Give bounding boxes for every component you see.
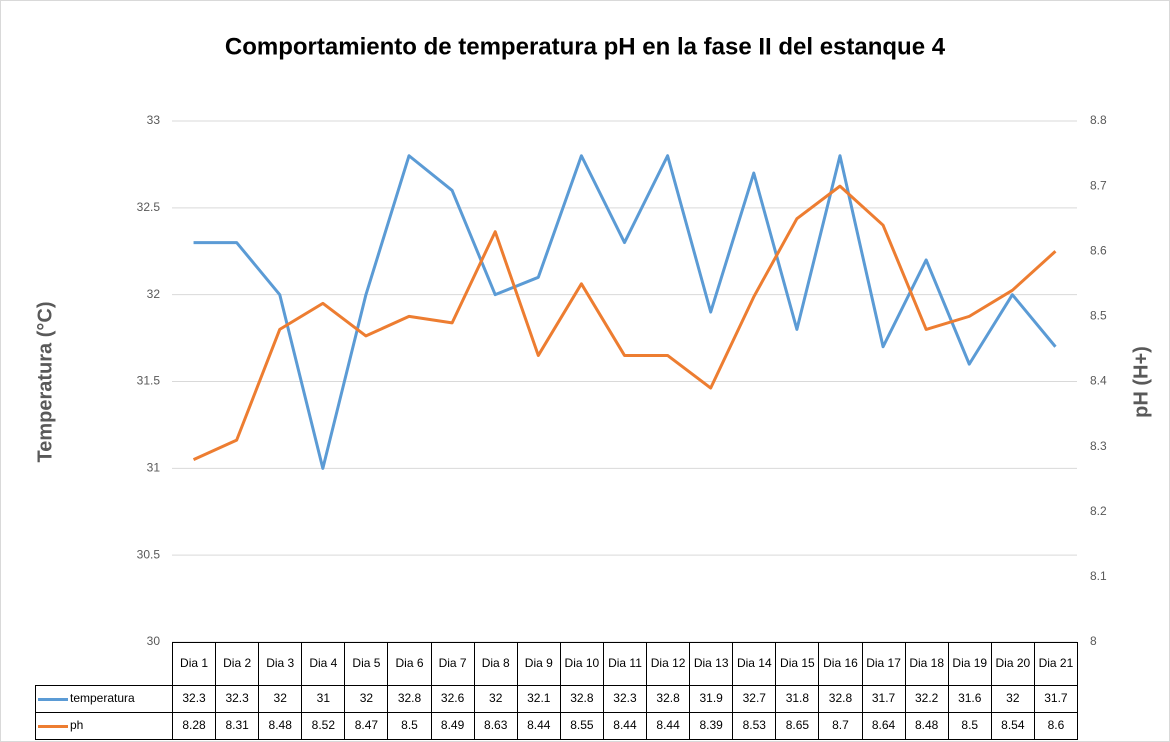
legend-label: ph	[70, 718, 84, 733]
y2-tick-label: 8.3	[1090, 439, 1107, 453]
table-value-cell: 32	[990, 685, 1035, 713]
y2-tick-label: 8.5	[1090, 309, 1107, 323]
y2-tick-label: 8.2	[1090, 504, 1107, 518]
table-header-cell: Dia 3	[258, 642, 303, 686]
table-value-cell: 8.49	[430, 712, 475, 740]
table-header-cell: Dia 13	[689, 642, 734, 686]
table-value-cell: 8.48	[258, 712, 303, 740]
legend-key	[38, 697, 68, 701]
legend-cell: temperatura	[35, 685, 173, 713]
series-line	[193, 154, 1057, 470]
series-line	[192, 184, 1057, 462]
table-value-cell: 31.9	[689, 685, 734, 713]
table-header-cell: Dia 9	[516, 642, 561, 686]
y-tick-label: 30	[147, 634, 161, 648]
table-header-cell: Dia 17	[861, 642, 906, 686]
y-axis-label: Temperatura (°C)	[34, 302, 56, 463]
table-header-cell: Dia 14	[732, 642, 777, 686]
table-value-cell: 8.64	[861, 712, 906, 740]
table-value-cell: 8.54	[990, 712, 1035, 740]
table-value-cell: 8.44	[646, 712, 691, 740]
y-tick-label: 32.5	[137, 200, 161, 214]
table-header-cell: Dia 6	[387, 642, 432, 686]
y-tick-label: 33	[147, 113, 161, 127]
table-value-cell: 32.3	[602, 685, 648, 713]
table-header-cell: Dia 1	[172, 642, 217, 686]
table-header-cell: Dia 16	[818, 642, 863, 686]
table-header-cell: Dia 10	[559, 642, 604, 686]
table-header-cell: Dia 12	[646, 642, 691, 686]
y2-axis-label: pH (H+)	[1130, 346, 1152, 418]
y2-tick-label: 8.6	[1090, 243, 1107, 257]
table-value-cell: 8.7	[818, 712, 863, 740]
y2-tick-label: 8.8	[1090, 113, 1107, 127]
y2-tick-label: 8.1	[1090, 569, 1107, 583]
table-value-cell: 31.6	[947, 685, 992, 713]
table-value-cell: 8.65	[775, 712, 820, 740]
table-header-cell: Dia 8	[473, 642, 518, 686]
y-tick-label: 31.5	[137, 374, 161, 388]
table-value-cell: 8.5	[947, 712, 992, 740]
table-header-cell: Dia 7	[430, 642, 475, 686]
table-value-cell: 8.5	[387, 712, 432, 740]
table-value-cell: 8.39	[689, 712, 734, 740]
table-value-cell: 32.8	[818, 685, 863, 713]
table-header-cell: Dia 20	[990, 642, 1035, 686]
table-header-cell: Dia 21	[1033, 642, 1078, 686]
table-header-cell: Dia 5	[344, 642, 389, 686]
table-value-cell: 8.48	[904, 712, 949, 740]
table-value-cell: 31.7	[1033, 685, 1078, 713]
table-header-cell: Dia 11	[602, 642, 648, 686]
y-tick-label: 31	[147, 461, 161, 475]
table-value-cell: 8.55	[559, 712, 604, 740]
legend-key	[38, 724, 68, 728]
table-header-cell: Dia 2	[215, 642, 260, 686]
y-tick-label: 30.5	[137, 547, 161, 561]
table-header-cell: Dia 18	[904, 642, 949, 686]
table-value-cell: 32.3	[172, 685, 217, 713]
table-value-cell: 32.1	[516, 685, 561, 713]
y-tick-label: 32	[147, 287, 161, 301]
table-value-cell: 32.2	[904, 685, 949, 713]
table-value-cell: 8.47	[344, 712, 389, 740]
legend-cell: ph	[35, 712, 173, 740]
y2-tick-label: 8	[1090, 634, 1097, 648]
y2-tick-label: 8.4	[1090, 374, 1107, 388]
table-value-cell: 32	[258, 685, 303, 713]
table-value-cell: 8.44	[516, 712, 561, 740]
table-value-cell: 8.63	[473, 712, 518, 740]
chart-title: Comportamiento de temperatura pH en la f…	[225, 33, 946, 60]
table-value-cell: 8.31	[215, 712, 260, 740]
table-value-cell: 32	[473, 685, 518, 713]
table-value-cell: 32.3	[215, 685, 260, 713]
table-value-cell: 32.8	[559, 685, 604, 713]
y2-tick-label: 8.7	[1090, 178, 1107, 192]
table-value-cell: 8.6	[1033, 712, 1078, 740]
table-value-cell: 32.6	[430, 685, 475, 713]
table-value-cell: 32	[344, 685, 389, 713]
table-header-cell: Dia 19	[947, 642, 992, 686]
table-value-cell: 32.7	[732, 685, 777, 713]
legend-label: temperatura	[70, 691, 135, 706]
table-value-cell: 32.8	[387, 685, 432, 713]
table-value-cell: 8.28	[172, 712, 217, 740]
table-value-cell: 8.53	[732, 712, 777, 740]
table-value-cell: 32.8	[646, 685, 691, 713]
table-value-cell: 31.7	[861, 685, 906, 713]
table-header-cell: Dia 15	[775, 642, 820, 686]
table-value-cell: 31.8	[775, 685, 820, 713]
table-value-cell: 31	[301, 685, 346, 713]
table-header-cell: Dia 4	[301, 642, 346, 686]
table-value-cell: 8.44	[602, 712, 648, 740]
table-value-cell: 8.52	[301, 712, 346, 740]
